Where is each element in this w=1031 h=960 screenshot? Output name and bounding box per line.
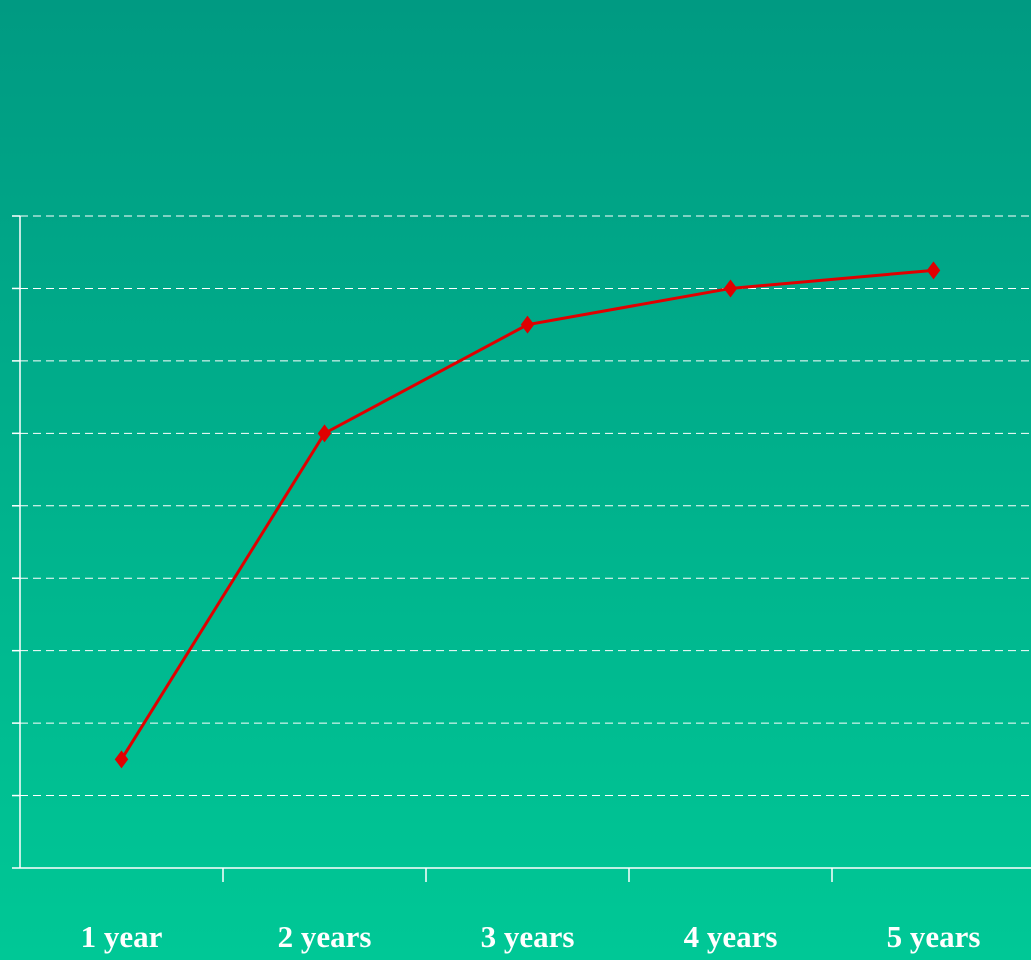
background	[0, 0, 1031, 960]
x-tick-label: 4 years	[684, 919, 778, 954]
x-tick-label: 5 years	[887, 919, 981, 954]
x-tick-label: 3 years	[481, 919, 575, 954]
x-tick-label: 2 years	[278, 919, 372, 954]
x-tick-label: 1 year	[81, 919, 163, 954]
chart: 1 year 2 years 3 years 4 years 5 years	[0, 0, 1031, 960]
